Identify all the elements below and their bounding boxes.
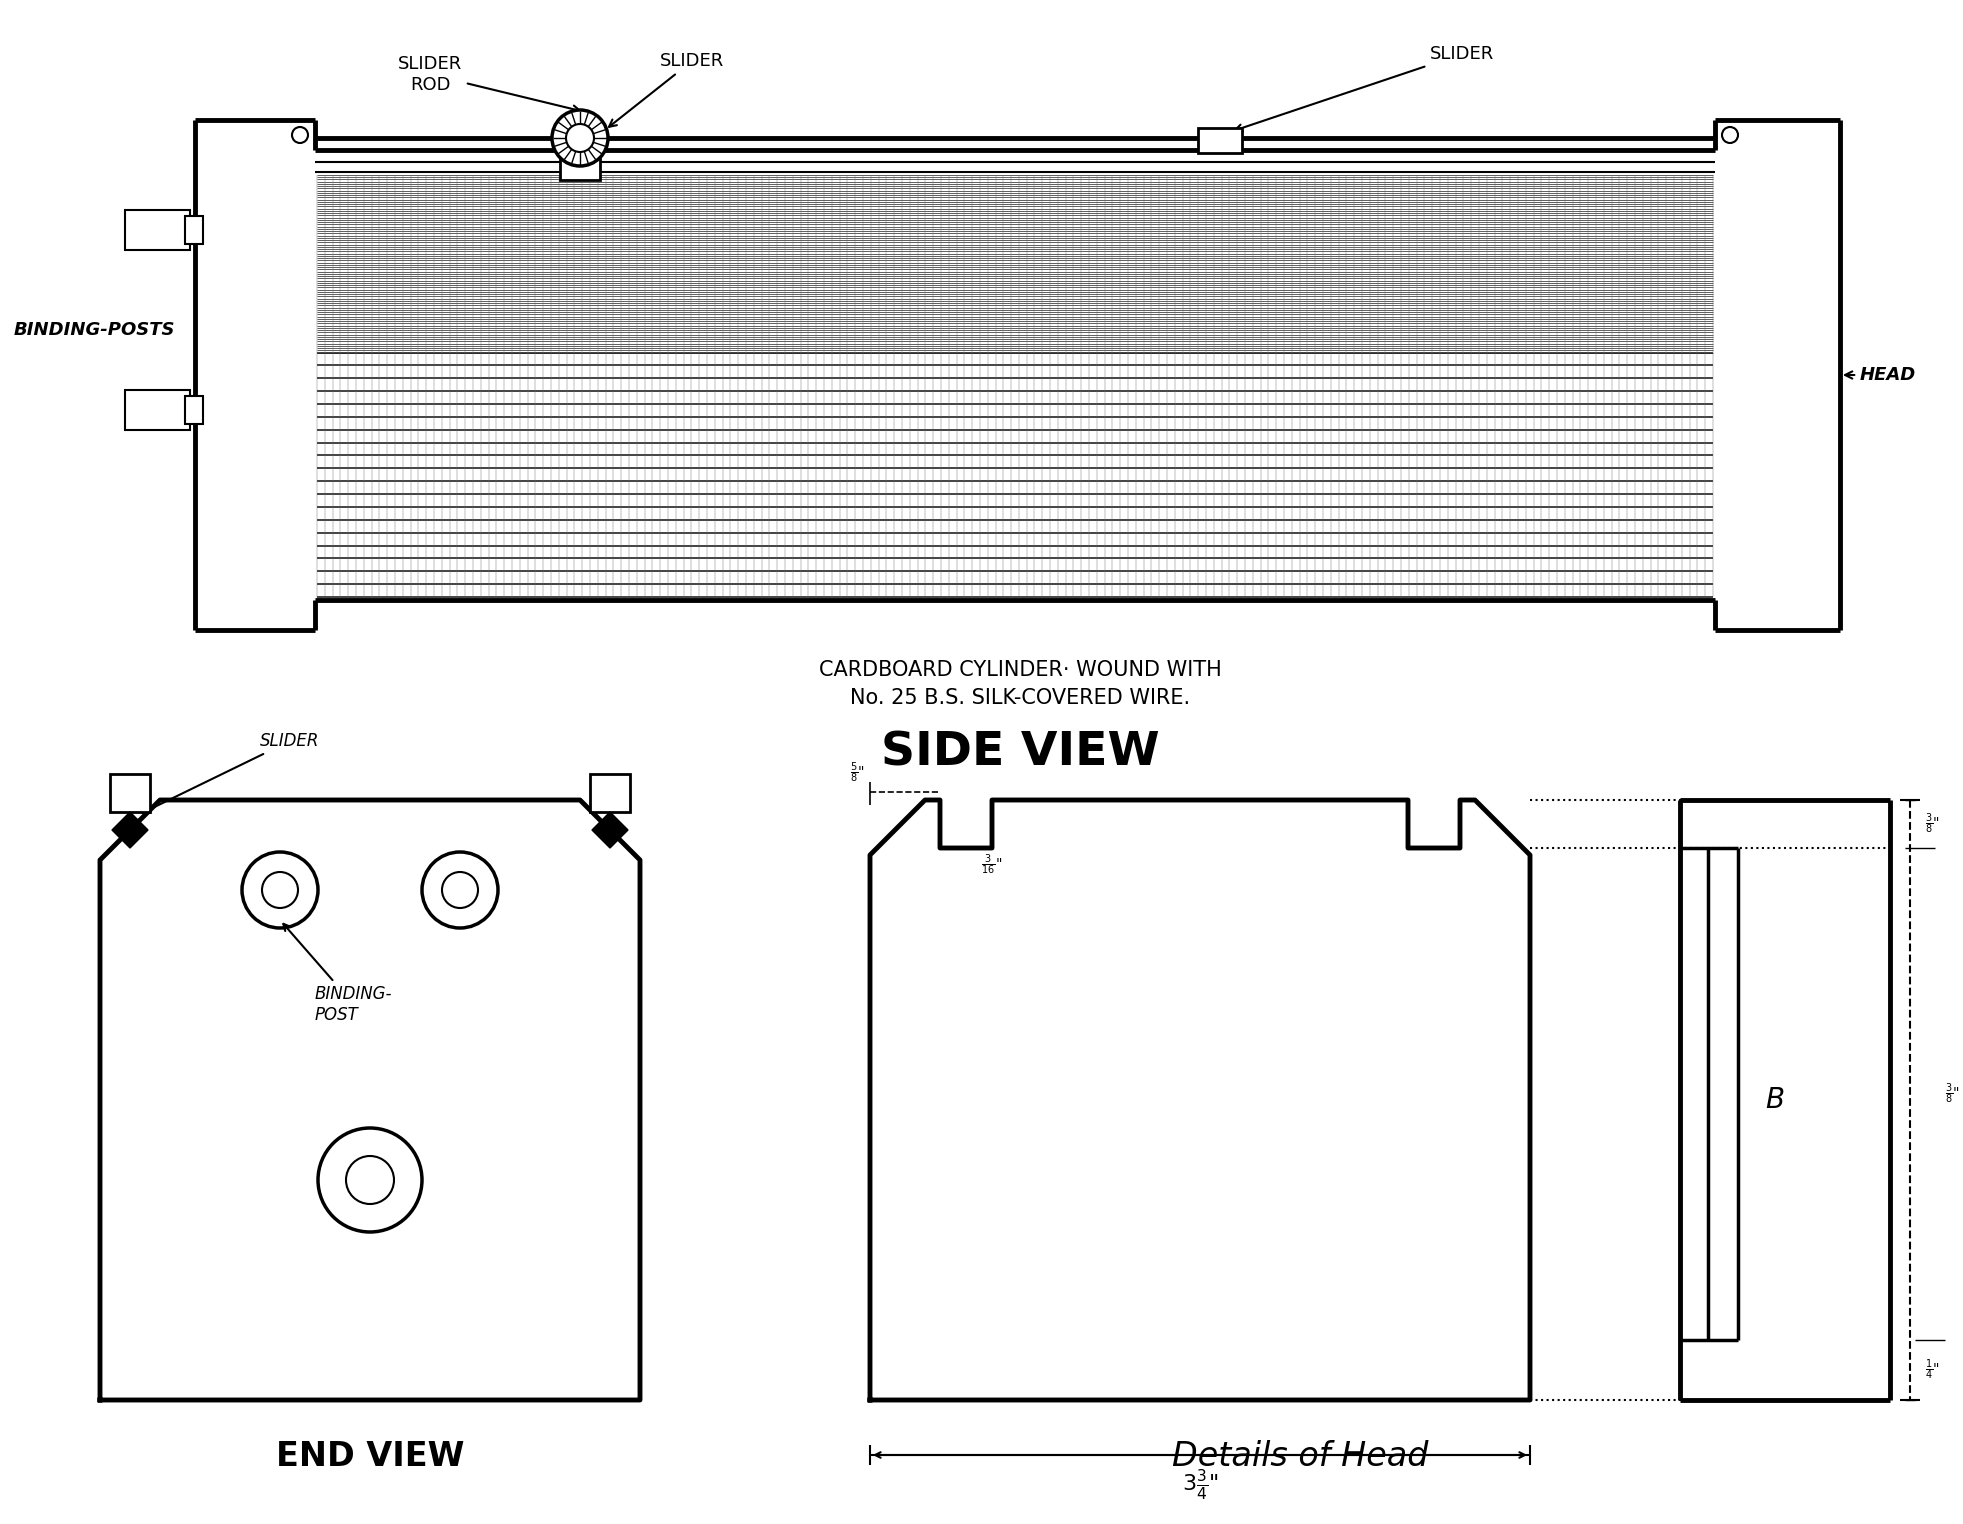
FancyBboxPatch shape [126, 210, 190, 250]
Text: Details of Head: Details of Head [1172, 1440, 1429, 1474]
Circle shape [318, 1128, 422, 1231]
Text: $\frac{1}{4}$": $\frac{1}{4}$" [1926, 1358, 1939, 1382]
Text: CARDBOARD CYLINDER· WOUND WITH: CARDBOARD CYLINDER· WOUND WITH [819, 660, 1221, 680]
Circle shape [345, 1157, 395, 1204]
Text: B: B [1765, 1087, 1784, 1114]
Text: $\frac{3}{8}$": $\frac{3}{8}$" [1926, 812, 1939, 837]
Text: $\frac{3}{8}$": $\frac{3}{8}$" [1945, 1082, 1959, 1106]
Circle shape [261, 872, 298, 908]
Text: No. 25 B.S. SILK-COVERED WIRE.: No. 25 B.S. SILK-COVERED WIRE. [850, 687, 1190, 709]
Text: HEAD: HEAD [1845, 366, 1916, 384]
FancyBboxPatch shape [185, 216, 202, 244]
FancyBboxPatch shape [591, 774, 630, 812]
Circle shape [442, 872, 479, 908]
FancyBboxPatch shape [559, 130, 601, 180]
Circle shape [1722, 126, 1737, 143]
Text: END VIEW: END VIEW [275, 1440, 465, 1474]
FancyBboxPatch shape [126, 390, 190, 430]
Text: SIDE VIEW: SIDE VIEW [881, 730, 1160, 776]
FancyBboxPatch shape [110, 774, 149, 812]
Text: SLIDER: SLIDER [143, 732, 320, 812]
Circle shape [241, 852, 318, 928]
FancyBboxPatch shape [1197, 128, 1243, 152]
Polygon shape [112, 812, 147, 847]
Text: $\frac{3}{16}$": $\frac{3}{16}$" [982, 853, 1003, 878]
FancyBboxPatch shape [185, 396, 202, 424]
Circle shape [292, 126, 308, 143]
Circle shape [552, 110, 609, 166]
Text: BINDING-POSTS: BINDING-POSTS [14, 322, 175, 338]
Circle shape [565, 123, 595, 152]
Text: $\frac{5}{8}$": $\frac{5}{8}$" [850, 760, 866, 785]
Text: SLIDER
ROD: SLIDER ROD [398, 55, 579, 113]
Polygon shape [593, 812, 628, 847]
Text: $3\frac{3}{4}$": $3\frac{3}{4}$" [1182, 1468, 1219, 1503]
Text: SLIDER: SLIDER [609, 52, 724, 126]
Circle shape [422, 852, 499, 928]
Text: BINDING-
POST: BINDING- POST [283, 924, 393, 1024]
Text: SLIDER: SLIDER [1235, 46, 1494, 131]
